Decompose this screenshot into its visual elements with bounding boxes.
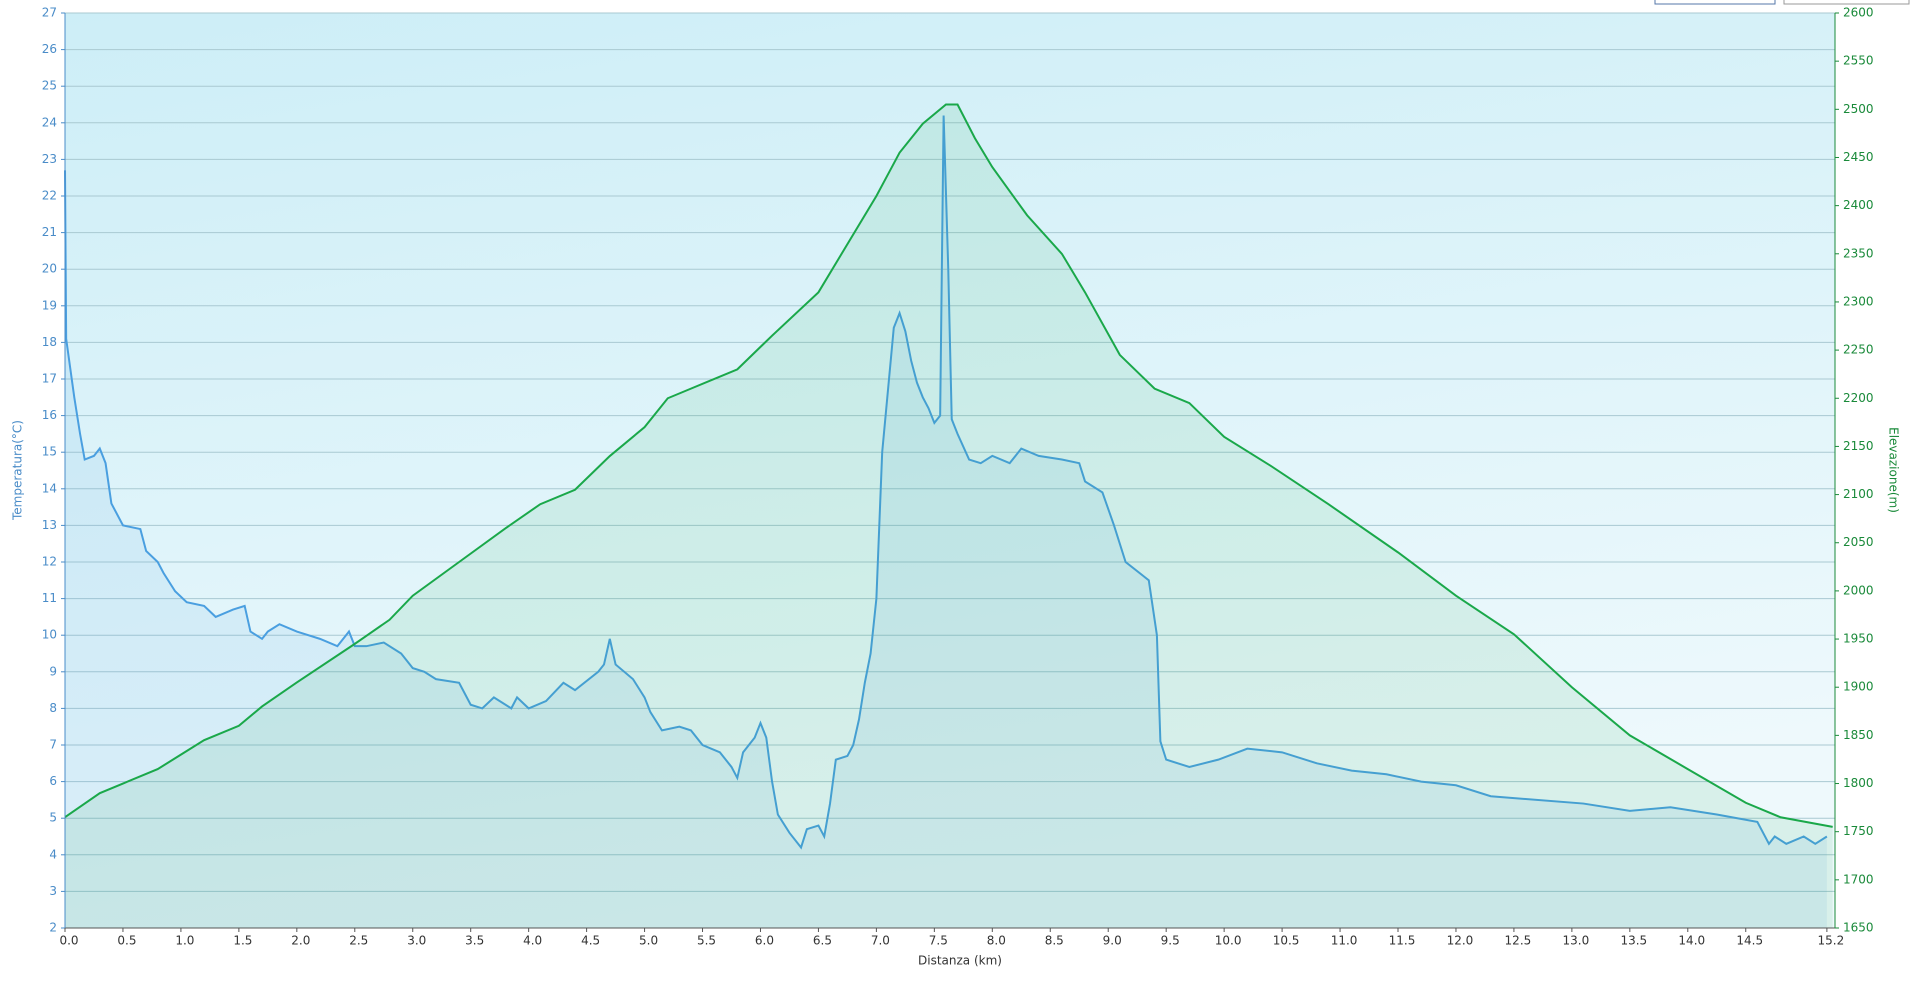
x-tick-label: 5.0 xyxy=(639,934,658,948)
y2-tick-label: 2200 xyxy=(1843,391,1874,405)
y2-tick-label: 1950 xyxy=(1843,632,1874,646)
y-tick-label: 18 xyxy=(42,335,57,349)
y2-tick-label: 1800 xyxy=(1843,776,1874,790)
x-tick-label: 1.0 xyxy=(175,934,194,948)
y2-tick-label: 1650 xyxy=(1843,921,1874,935)
x-tick-label: 6.5 xyxy=(813,934,832,948)
line xyxy=(64,115,1828,850)
y2-tick-label: 2550 xyxy=(1843,54,1874,68)
x-tick-label: 8.0 xyxy=(987,934,1006,948)
x-tick-label: 11.0 xyxy=(1331,934,1358,948)
y2-tick-label: 2350 xyxy=(1843,246,1874,260)
y2-tick-label: 2300 xyxy=(1843,294,1874,308)
x-tick-label: 1.5 xyxy=(233,934,252,948)
x-tick-label: 11.5 xyxy=(1389,934,1416,948)
x-tick-label: 10.0 xyxy=(1215,934,1242,948)
x-tick-label: 6.0 xyxy=(755,934,774,948)
marks xyxy=(64,103,1833,929)
area xyxy=(65,115,1827,929)
y-tick-label: 12 xyxy=(42,555,57,569)
y-tick-label: 20 xyxy=(42,262,57,276)
y-tick-label: 17 xyxy=(42,372,57,386)
x-tick-label: 4.5 xyxy=(581,934,600,948)
y-tick-label: 9 xyxy=(49,664,57,678)
y-tick-label: 19 xyxy=(42,298,57,312)
x-tick-label: 12.0 xyxy=(1447,934,1474,948)
x-tick-label: 14.0 xyxy=(1678,934,1705,948)
x-tick-label: 9.0 xyxy=(1103,934,1122,948)
x-tick-label: 4.0 xyxy=(523,934,542,948)
y2-tick-label: 2050 xyxy=(1843,535,1874,549)
y2-tick-label: 2250 xyxy=(1843,343,1874,357)
y-tick-label: 8 xyxy=(49,701,57,715)
y-tick-label: 25 xyxy=(42,79,57,93)
y-tick-label: 4 xyxy=(49,847,57,861)
x-tick-label: 3.0 xyxy=(407,934,426,948)
x-tick-label: 13.5 xyxy=(1620,934,1647,948)
y2-tick-label: 2150 xyxy=(1843,439,1874,453)
y-tick-label: 14 xyxy=(42,481,57,495)
y2-tick-label: 2100 xyxy=(1843,487,1874,501)
y2-tick-label: 2400 xyxy=(1843,198,1874,212)
y-tick-label: 16 xyxy=(42,408,57,422)
y-tick-label: 13 xyxy=(42,518,57,532)
area xyxy=(65,104,1833,928)
x-tick-label: 12.5 xyxy=(1505,934,1532,948)
y2-tick-label: 1750 xyxy=(1843,824,1874,838)
toolbar-button[interactable] xyxy=(1783,0,1910,5)
x-tick-label: 13.0 xyxy=(1563,934,1590,948)
x-tick-label: 15.2 xyxy=(1818,934,1845,948)
y2-tick-label: 2600 xyxy=(1843,6,1874,20)
x-tick-label: 14.5 xyxy=(1736,934,1763,948)
y-tick-label: 11 xyxy=(42,591,57,605)
y-tick-label: 23 xyxy=(42,152,57,166)
y-tick-label: 7 xyxy=(49,738,57,752)
x-tick-label: 7.0 xyxy=(871,934,890,948)
toolbar-button[interactable] xyxy=(1654,0,1776,5)
y-tick-label: 21 xyxy=(42,225,57,239)
x-tick-label: 7.5 xyxy=(929,934,948,948)
y-tick-label: 6 xyxy=(49,774,57,788)
y-tick-label: 2 xyxy=(49,921,57,935)
x-tick-label: 9.5 xyxy=(1161,934,1180,948)
y2-tick-label: 2500 xyxy=(1843,102,1874,116)
x-tick-label: 10.5 xyxy=(1273,934,1300,948)
y-tick-label: 10 xyxy=(42,628,57,642)
y2-tick-label: 1900 xyxy=(1843,680,1874,694)
y-tick-label: 15 xyxy=(42,445,57,459)
y2-tick-label: 2450 xyxy=(1843,150,1874,164)
y-tick-label: 26 xyxy=(42,42,57,56)
line xyxy=(64,103,1833,828)
x-tick-label: 0.0 xyxy=(59,934,78,948)
y2-tick-label: 1850 xyxy=(1843,728,1874,742)
y-tick-label: 27 xyxy=(42,6,57,20)
plot-area xyxy=(65,13,1835,928)
y-tick-label: 5 xyxy=(49,811,57,825)
y2-tick-label: 1700 xyxy=(1843,872,1874,886)
x-tick-label: 3.5 xyxy=(465,934,484,948)
x-axis-title: Distanza (km) xyxy=(918,954,1002,968)
grid xyxy=(65,12,1835,929)
axes: 2345678910111213141516171819202122232425… xyxy=(42,6,1874,948)
y2-tick-label: 2000 xyxy=(1843,583,1874,597)
x-tick-label: 0.5 xyxy=(117,934,136,948)
y-tick-label: 3 xyxy=(49,884,57,898)
y2-axis-title: Elevazione(m) xyxy=(1887,427,1901,513)
x-tick-label: 8.5 xyxy=(1045,934,1064,948)
x-tick-label: 2.0 xyxy=(291,934,310,948)
y-tick-label: 24 xyxy=(42,115,57,129)
x-tick-label: 5.5 xyxy=(697,934,716,948)
y-axis-title: Temperatura(°C) xyxy=(11,420,25,521)
y-tick-label: 22 xyxy=(42,189,57,203)
x-tick-label: 2.5 xyxy=(349,934,368,948)
